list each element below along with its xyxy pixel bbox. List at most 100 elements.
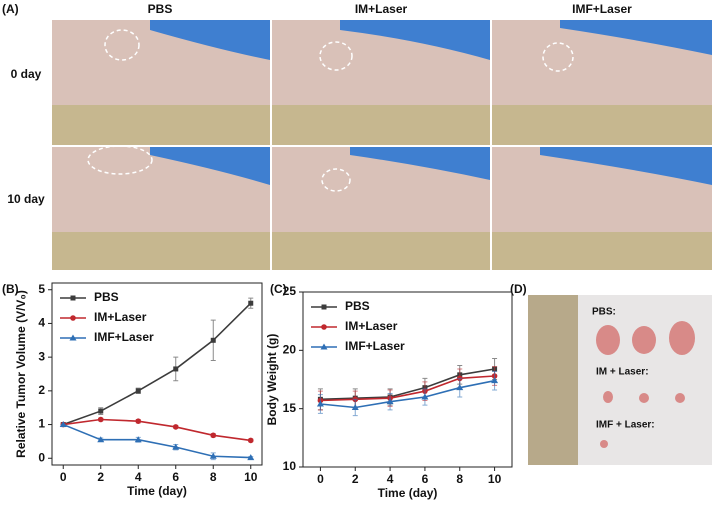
tumor-circle bbox=[104, 29, 140, 61]
tumor bbox=[675, 393, 685, 403]
column-label: PBS bbox=[148, 2, 173, 16]
x-axis-label: Time (day) bbox=[127, 484, 187, 498]
panel-label: (C) bbox=[270, 282, 287, 296]
y-tick-label: 2 bbox=[38, 383, 45, 397]
marker bbox=[134, 436, 142, 443]
glove bbox=[150, 147, 270, 185]
marker bbox=[97, 436, 105, 443]
marker bbox=[351, 404, 359, 410]
panel-label: (A) bbox=[2, 2, 19, 16]
marker bbox=[172, 443, 180, 450]
marker bbox=[209, 452, 217, 459]
tumor bbox=[600, 440, 608, 448]
y-tick-label: 0 bbox=[38, 450, 45, 464]
marker bbox=[173, 366, 179, 372]
x-tick-label: 6 bbox=[172, 470, 179, 484]
x-tick-label: 4 bbox=[135, 470, 142, 484]
y-tick-label: 20 bbox=[283, 343, 297, 357]
row-label: 10 day bbox=[7, 192, 45, 206]
ruler bbox=[492, 105, 712, 145]
y-tick-label: 4 bbox=[38, 316, 45, 330]
tumor-circle bbox=[319, 41, 353, 71]
x-tick-label: 0 bbox=[317, 472, 324, 486]
x-tick-label: 8 bbox=[456, 472, 463, 486]
y-axis-label: Body Weight (g) bbox=[265, 334, 279, 426]
column-label: IMF+Laser bbox=[572, 2, 632, 16]
x-tick-label: 6 bbox=[422, 472, 429, 486]
ruler bbox=[528, 295, 578, 465]
y-tick-label: 3 bbox=[38, 349, 45, 363]
marker bbox=[59, 421, 67, 428]
x-axis-label: Time (day) bbox=[378, 486, 438, 500]
legend-label: PBS bbox=[345, 299, 370, 313]
x-tick-label: 2 bbox=[97, 470, 104, 484]
x-tick-label: 10 bbox=[488, 472, 502, 486]
marker bbox=[247, 454, 255, 461]
series-line bbox=[320, 368, 495, 401]
legend-marker bbox=[321, 324, 327, 330]
glove bbox=[540, 147, 712, 185]
marker bbox=[386, 398, 394, 405]
legend-marker bbox=[321, 304, 327, 310]
tumor-circle bbox=[542, 42, 574, 72]
marker bbox=[491, 377, 499, 384]
x-tick-label: 4 bbox=[387, 472, 394, 486]
legend-label: IMF+Laser bbox=[94, 330, 154, 344]
series-line bbox=[63, 418, 251, 442]
plot-frame bbox=[302, 291, 513, 468]
tumor-label: IMF + Laser: bbox=[596, 420, 655, 431]
x-tick-label: 2 bbox=[352, 472, 359, 486]
plot-frame bbox=[51, 282, 263, 466]
glove bbox=[150, 20, 270, 60]
x-tick-label: 10 bbox=[244, 470, 258, 484]
marker bbox=[421, 393, 429, 400]
ruler bbox=[272, 232, 490, 270]
legend-label: IM+Laser bbox=[94, 310, 147, 324]
tumor bbox=[596, 325, 620, 355]
y-tick-label: 25 bbox=[283, 284, 297, 298]
tumor-circle bbox=[321, 168, 351, 192]
legend-label: IMF+Laser bbox=[345, 339, 405, 353]
ruler bbox=[52, 105, 270, 145]
marker bbox=[316, 400, 324, 407]
tumor-label: IM + Laser: bbox=[596, 367, 649, 378]
glove bbox=[560, 20, 712, 55]
legend-marker bbox=[69, 334, 77, 341]
column-label: IM+Laser bbox=[355, 2, 408, 16]
series-line bbox=[62, 302, 252, 426]
row-label: 0 day bbox=[11, 67, 42, 81]
legend-label: IM+Laser bbox=[345, 319, 398, 333]
series-line bbox=[62, 423, 251, 459]
y-axis-label: Relative Tumor Volume (V/V₀) bbox=[14, 290, 28, 458]
series-line bbox=[320, 375, 495, 402]
tumor-circle bbox=[87, 145, 153, 175]
legend-marker bbox=[70, 295, 76, 301]
photo-grid bbox=[52, 20, 712, 270]
tumor-label: PBS: bbox=[592, 307, 616, 318]
marker bbox=[98, 408, 104, 414]
tumor bbox=[669, 321, 695, 355]
marker bbox=[172, 424, 179, 430]
marker bbox=[135, 388, 141, 394]
y-tick-label: 5 bbox=[38, 282, 45, 296]
marker bbox=[456, 384, 464, 391]
legend-label: PBS bbox=[94, 290, 119, 304]
y-tick-label: 15 bbox=[283, 401, 297, 415]
marker bbox=[97, 416, 104, 423]
tumor-photo bbox=[528, 295, 712, 465]
legend-marker bbox=[70, 315, 76, 321]
ruler bbox=[52, 232, 270, 270]
y-tick-label: 1 bbox=[38, 417, 45, 431]
glove bbox=[340, 20, 490, 60]
tumor bbox=[639, 393, 649, 403]
x-tick-label: 8 bbox=[210, 470, 217, 484]
ruler bbox=[492, 232, 712, 270]
tumor bbox=[603, 391, 613, 403]
legend-marker bbox=[320, 343, 328, 350]
marker bbox=[135, 418, 142, 424]
marker bbox=[210, 432, 217, 439]
series-line bbox=[320, 379, 495, 409]
glove bbox=[350, 147, 490, 180]
marker bbox=[210, 337, 216, 343]
